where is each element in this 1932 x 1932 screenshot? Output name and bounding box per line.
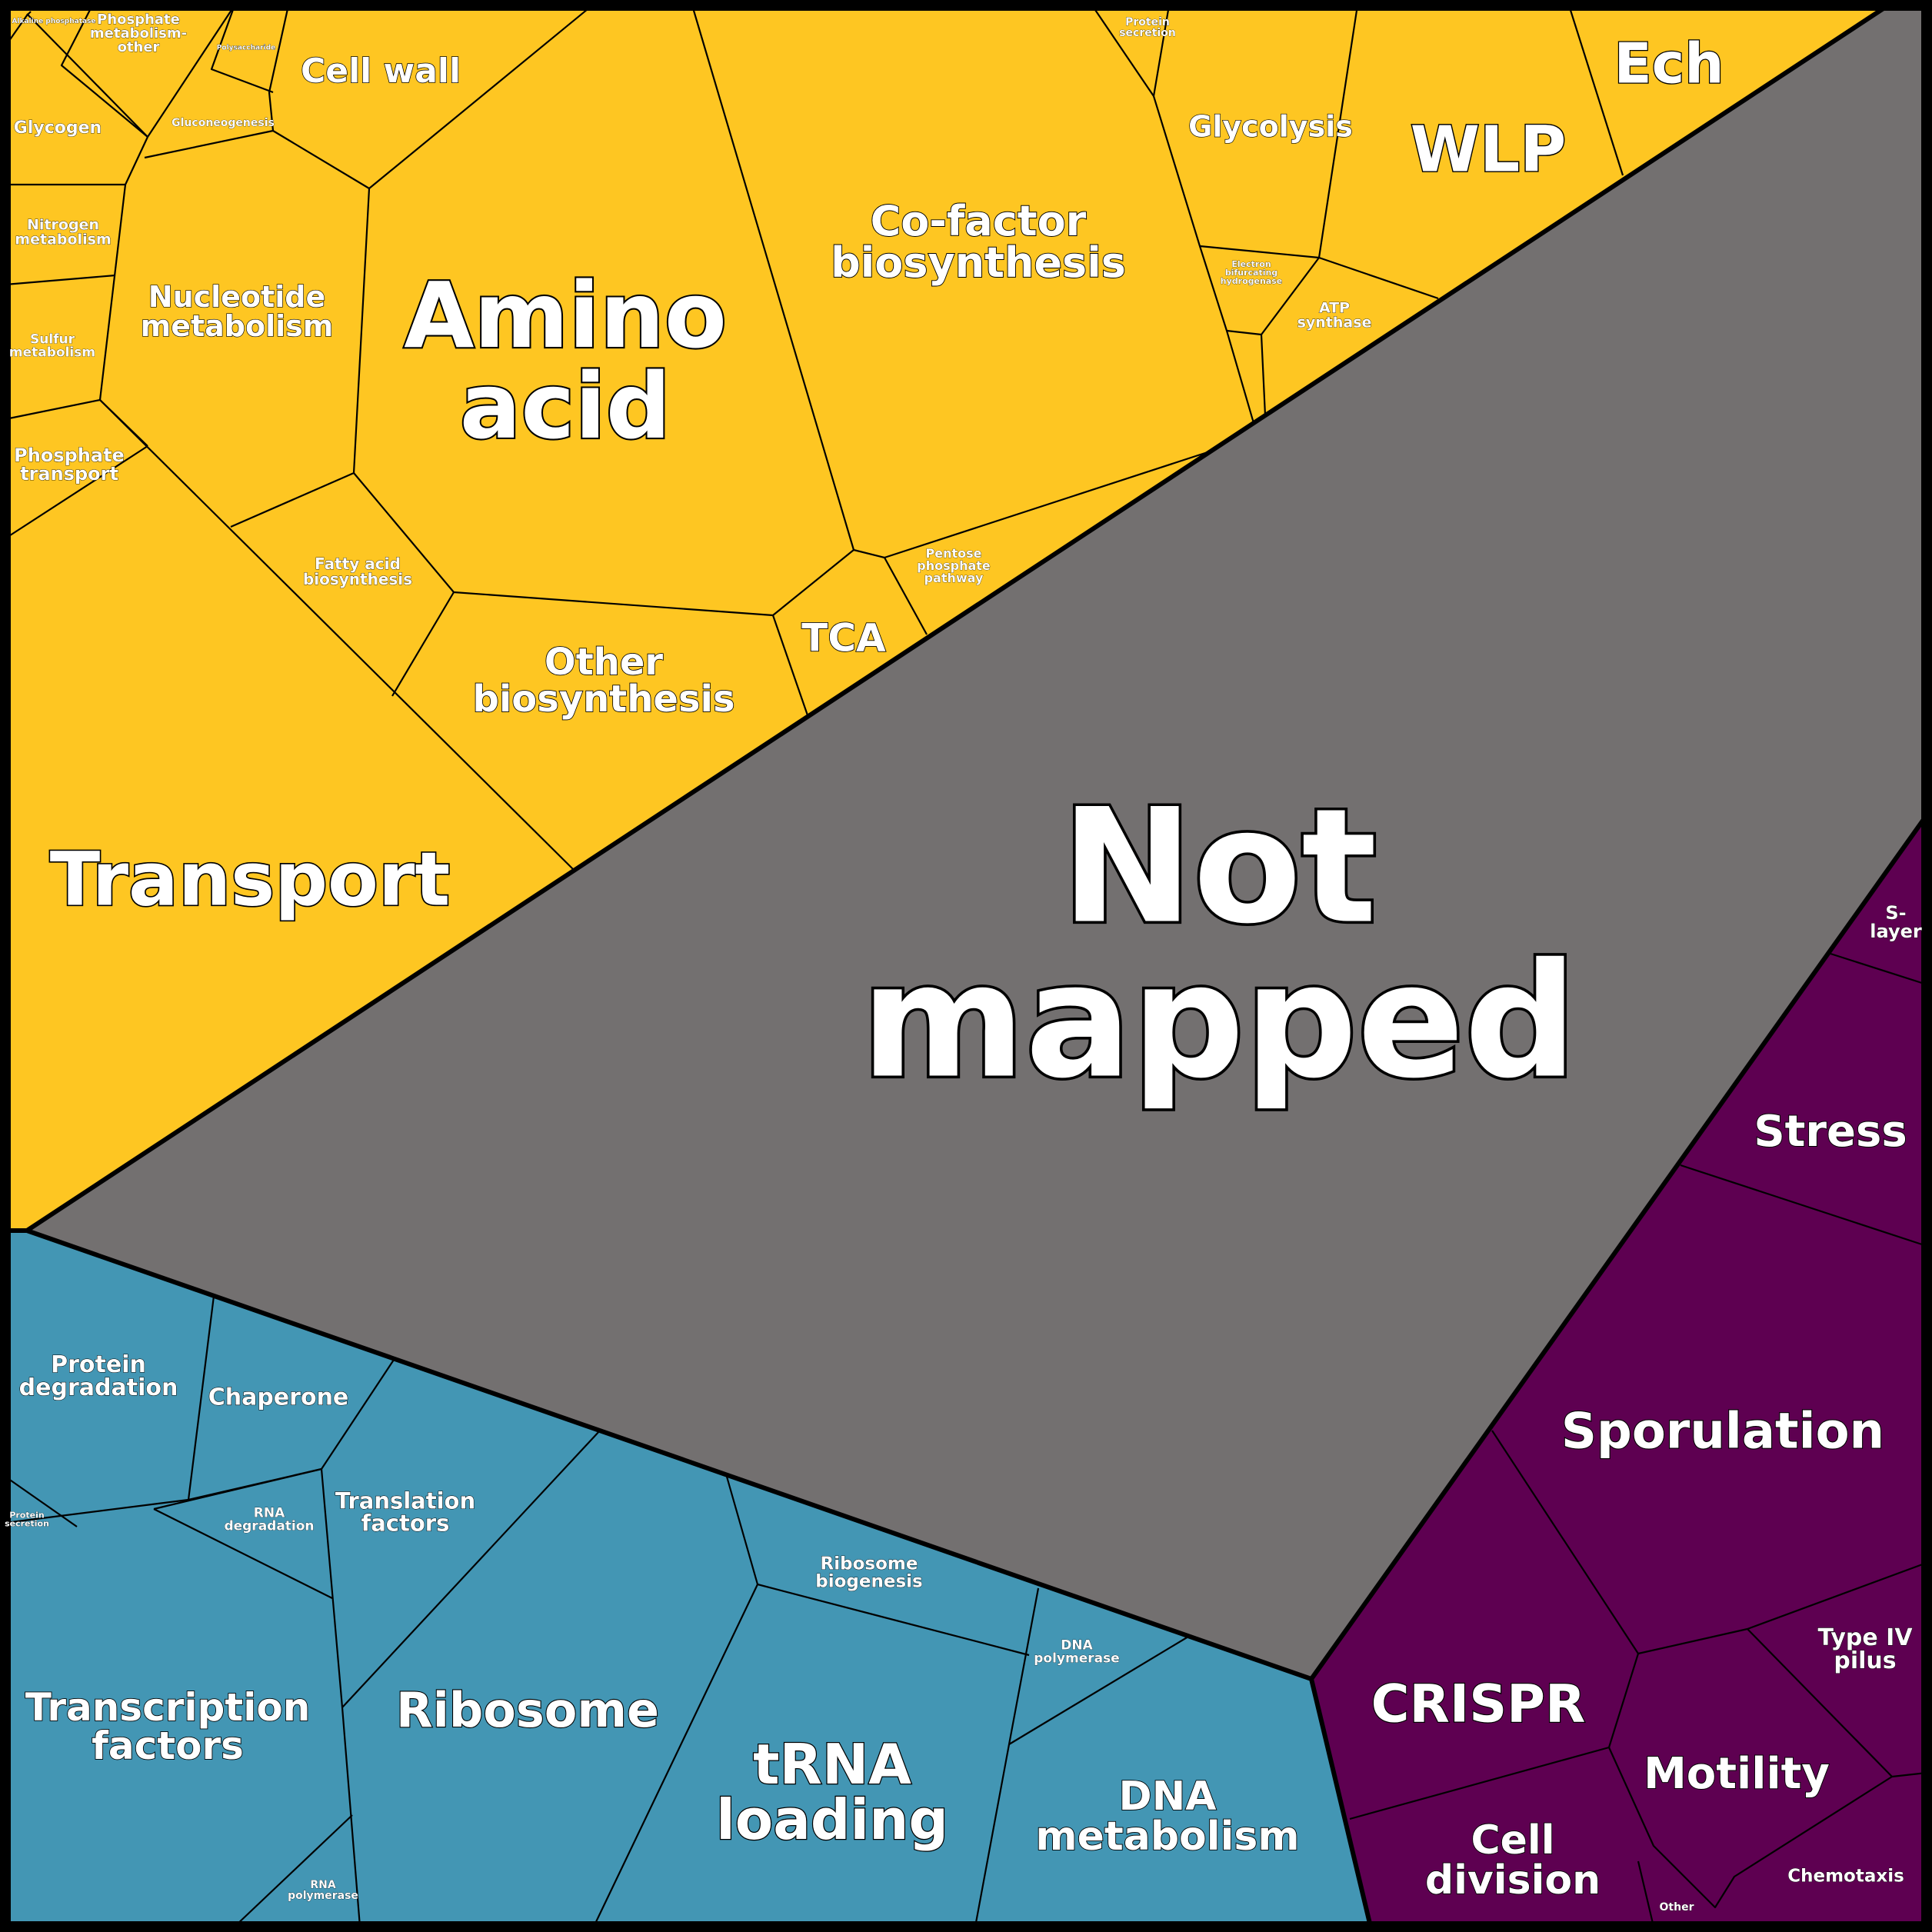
label-stress: Stress [1754,1107,1907,1157]
label-glycogen: Glycogen [14,118,102,138]
label-wlp: WLP [1411,113,1567,186]
label-fatty-acid-biosynthesis: Fatty acid biosynthesis [303,555,412,588]
label-ribosome-biogenesis: Ribosome biogenesis [815,1554,922,1591]
information-cell-borders [5,1295,1189,1927]
cellular-cell-borders [1349,952,1927,1927]
label-cell-wall: Cell wall [301,52,461,91]
label-atp-synthase: ATP synthase [1297,299,1372,331]
label-tca: TCA [801,616,886,661]
label-glycolysis: Glycolysis [1188,110,1353,144]
label-sporulation: Sporulation [1561,1404,1884,1461]
label-not-mapped: Not mapped [861,776,1577,1114]
label-dna-polymerase: DNA polymerase [1034,1638,1120,1667]
label-ribosome: Ribosome [396,1682,659,1738]
label-nucleotide-metabolism: Nucleotide metabolism [141,280,334,343]
label-chemotaxis: Chemotaxis [1787,1867,1904,1887]
label-translation-factors: Translation factors [335,1488,475,1537]
label-s-layer: S-layer [1870,902,1922,942]
label-amino-acid: Amino acid [404,262,727,459]
label-phosphate-metabolism-other: Phosphate metabolism-other [90,12,187,55]
cellular-not-mapped-border [1309,814,1929,1681]
label-polysaccharide: Polysaccharide [217,45,275,52]
label-transcription-factors: Transcription factors [25,1685,311,1768]
metabolism-cell-borders [5,5,1624,870]
label-motility: Motility [1644,1749,1830,1799]
label-type-iv-pilus: Type IV pilus [1817,1624,1913,1674]
label-other: Other [1660,1901,1694,1914]
cellular-region [1311,815,1927,1927]
label-nitrogen-metabolism: Nitrogen metabolism [15,216,111,248]
label-alkaline-phosphatase: Alkaline phosphatase [12,18,95,25]
label-rna-polymerase: RNA polymerase [288,1879,358,1902]
label-protein-secretion-metabolism: Protein secretion [1119,16,1176,39]
label-co-factor-biosynthesis: Co-factor biosynthesis [831,197,1126,287]
label-trna-loading: tRNA loading [716,1732,948,1852]
label-sulfur-metabolism: Sulfur metabolism [9,332,95,361]
label-crispr: CRISPR [1371,1674,1586,1735]
label-pentose-phosphate-pathway: Pentose phosphate pathway [917,546,991,585]
label-ech: Ech [1614,32,1724,96]
label-protein-secretion-information: Protein secretion [5,1511,49,1529]
label-other-biosynthesis: Other biosynthesis [472,641,734,721]
metabolism-region [5,5,1888,1231]
label-electron-bifurcating-hydrogenase: Electron bifurcating hydrogenase [1221,259,1282,286]
label-gluconeogenesis: Gluconeogenesis [172,117,275,129]
label-protein-degradation: Protein degradation [19,1351,178,1401]
not-mapped-region [27,5,1927,1679]
label-dna-metabolism: DNA metabolism [1035,1774,1299,1860]
label-chaperone: Chaperone [208,1384,349,1411]
label-phosphate-transport: Phosphate transport [14,445,125,485]
label-cell-division: Cell division [1425,1817,1601,1904]
label-transport: Transport [50,836,450,922]
label-rna-degradation: RNA degradation [224,1506,314,1534]
